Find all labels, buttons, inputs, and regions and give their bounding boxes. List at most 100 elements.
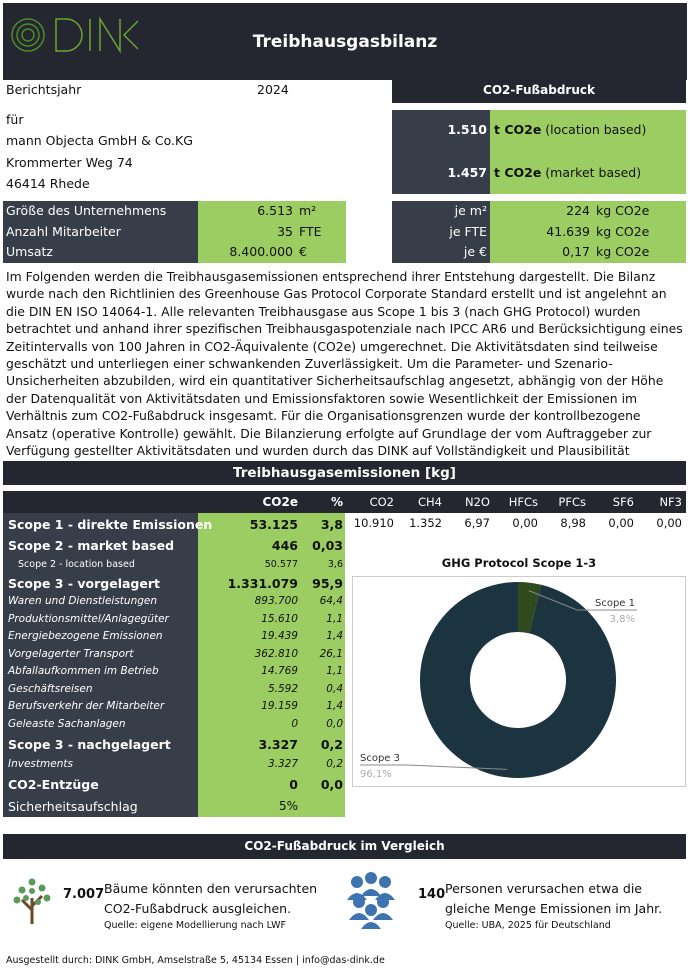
emission-row: Produktionsmittel/Anlagegüter 15.610 1,1 <box>3 610 345 627</box>
gas-header: SF6 <box>612 495 634 509</box>
chart-frame <box>352 576 686 787</box>
page-title: Treibhausgasbilanz <box>252 31 438 52</box>
row-pct: 26,1 <box>319 647 343 660</box>
company-city: 46414 Rhede <box>6 176 90 191</box>
chart-title: GHG Protocol Scope 1-3 <box>441 556 597 570</box>
per-unit: kg CO2e <box>596 244 650 259</box>
row-pct: 0,0 <box>326 717 343 730</box>
metric-label: Anzahl Mitarbeiter <box>6 223 121 239</box>
col-pct: % <box>330 495 343 509</box>
unit: t CO2e <box>494 165 542 180</box>
row-label: Sicherheitsaufschlag <box>8 798 138 814</box>
row-value: 3.327 <box>267 757 298 770</box>
people-value: 140 <box>418 887 446 902</box>
gas-value: 1.352 <box>409 516 442 530</box>
gas-header: CH4 <box>418 495 442 509</box>
row-label: Geschäftsreisen <box>8 682 93 695</box>
trees-value: 7.007 <box>63 887 105 902</box>
emission-row: Scope 1 - direkte Emissionen 53.125 3,8 <box>3 514 345 534</box>
emission-row: Energiebezogene Emissionen 19.439 1,4 <box>3 627 345 644</box>
row-label: Berufsverkehr der Mitarbeiter <box>8 699 165 712</box>
metrics-labels-bg <box>3 201 198 263</box>
row-label: Vorgelagerter Transport <box>8 647 134 660</box>
footprint-title: CO2-Fußabdruck <box>392 78 686 103</box>
comparison-title: CO2-Fußabdruck im Vergleich <box>3 834 686 859</box>
donut-chart: Scope 1 3,8% Scope 3 96,1% <box>360 582 637 780</box>
row-value: 3.327 <box>258 736 298 752</box>
trees-text: Bäume könnten den verursachten CO2-Fußab… <box>104 881 318 916</box>
people-group-icon <box>347 872 395 929</box>
row-value: 53.125 <box>249 516 298 532</box>
row-label: Abfallaufkommen im Betrieb <box>8 664 159 677</box>
row-pct: 95,9 <box>312 575 343 591</box>
row-label: Scope 3 - nachgelagert <box>8 736 171 752</box>
for-label: für <box>6 112 24 127</box>
footprint-green-bg <box>490 110 686 194</box>
gas-header: PFCs <box>558 495 586 509</box>
row-value: 893.700 <box>254 594 298 607</box>
emission-row: Abfallaufkommen im Betrieb 14.769 1,1 <box>3 662 345 679</box>
emission-row: Vorgelagerter Transport 362.810 26,1 <box>3 645 345 662</box>
row-label: CO2-Entzüge <box>8 776 99 792</box>
row-pct: 0,2 <box>326 757 343 770</box>
intro-text: Im Folgenden werden die Treibhausgasemis… <box>6 269 683 475</box>
emission-row: Geleaste Sachanlagen 0 0,0 <box>3 715 345 732</box>
trees-source: Quelle: eigene Modellierung nach LWF <box>104 920 286 931</box>
row-value: 446 <box>271 537 298 553</box>
footprint-dark-bg <box>392 110 490 194</box>
donut-slice <box>518 582 542 634</box>
gas-header: NF3 <box>659 495 682 509</box>
emission-row: Scope 3 - nachgelagert 3.327 0,2 <box>3 734 345 754</box>
per-values-bg <box>490 201 686 263</box>
row-label: Geleaste Sachanlagen <box>8 717 126 730</box>
row-value: 50.577 <box>264 558 298 570</box>
metrics-values-bg <box>198 201 346 263</box>
row-value: 362.810 <box>254 647 298 660</box>
row-label: Energiebezogene Emissionen <box>8 629 163 642</box>
emission-row: Scope 2 - market based 446 0,03 <box>3 535 345 555</box>
row-pct: 3,8 <box>320 516 343 532</box>
note: (market based) <box>545 165 642 180</box>
per-label: je FTE <box>449 223 487 239</box>
people-text: Personen verursachen etwa die gleiche Me… <box>445 881 663 916</box>
metric-value: 8.400.000 <box>229 244 293 259</box>
row-pct: 1,4 <box>326 629 343 642</box>
row-value: 5% <box>278 799 298 813</box>
gas-header: HFCs <box>508 495 538 509</box>
row-value: 15.610 <box>261 612 298 625</box>
per-label: je m² <box>454 203 487 218</box>
table-header-bg <box>3 491 686 513</box>
title-bar: Treibhausgasbilanz <box>3 3 687 80</box>
row-label: Produktionsmittel/Anlagegüter <box>8 612 169 625</box>
per-value: 0,17 <box>562 244 590 259</box>
emission-row: Investments 3.327 0,2 <box>3 755 345 772</box>
unit: t CO2e <box>494 122 542 137</box>
dink-logo <box>11 16 138 54</box>
row-pct: 3,6 <box>327 558 343 570</box>
footer-text: Ausgestellt durch: DINK GmbH, Amselstraß… <box>6 955 385 966</box>
row-value: 14.769 <box>261 664 298 677</box>
slice-label: Scope 3 <box>360 753 400 764</box>
emission-row: Sicherheitsaufschlag 5% <box>3 796 345 816</box>
metric-value: 35 <box>277 223 293 239</box>
location-based-value: 1.510 <box>447 122 487 137</box>
per-unit: kg CO2e <box>596 223 650 239</box>
emissions-title: Treibhausgasemissionen [kg] <box>3 461 686 485</box>
row-value: 5.592 <box>267 682 298 695</box>
leader-line <box>360 764 508 770</box>
row-pct: 1,4 <box>326 699 343 712</box>
table-labels-bg <box>3 513 198 817</box>
row-label: Investments <box>8 757 73 770</box>
row-label: Waren und Dienstleistungen <box>8 594 157 607</box>
year-value: 2024 <box>257 82 289 97</box>
row-value: 19.159 <box>261 699 298 712</box>
row-label: Scope 2 - location based <box>18 558 135 570</box>
metric-unit: € <box>299 244 307 259</box>
per-value: 41.639 <box>546 223 590 239</box>
row-pct: 64,4 <box>319 594 343 607</box>
row-pct: 0,2 <box>320 736 343 752</box>
company-name: mann Objecta GmbH & Co.KG <box>6 133 193 148</box>
gas-header: CO2 <box>369 495 394 509</box>
gas-value: 10.910 <box>353 516 394 530</box>
per-labels-bg <box>392 201 490 263</box>
